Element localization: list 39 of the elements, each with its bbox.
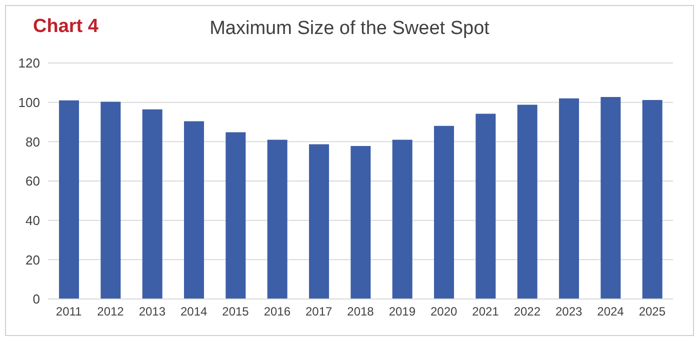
bar <box>267 140 288 299</box>
x-tick-label: 2019 <box>388 304 416 319</box>
x-tick-label: 2012 <box>97 304 124 319</box>
bar <box>434 126 454 299</box>
bar <box>350 146 371 299</box>
bar <box>59 100 79 299</box>
y-tick-label: 20 <box>26 252 40 268</box>
x-tick-label: 2024 <box>597 304 624 319</box>
y-tick-label: 0 <box>32 292 40 307</box>
x-tick-label: 2014 <box>180 304 208 319</box>
bar <box>184 121 204 299</box>
x-tick-label: 2015 <box>222 304 250 319</box>
bar <box>142 109 162 299</box>
x-tick-label: 2020 <box>430 304 458 319</box>
bar <box>517 104 538 299</box>
x-tick-label: 2023 <box>555 304 583 319</box>
bar <box>600 97 621 299</box>
x-tick-label: 2025 <box>638 304 666 319</box>
bar <box>226 132 246 299</box>
x-tick-label: 2022 <box>514 304 541 319</box>
bar <box>559 98 579 299</box>
x-tick-label: 2013 <box>138 304 166 319</box>
bar <box>642 100 662 299</box>
x-tick-label: 2016 <box>264 304 291 319</box>
bar <box>476 114 496 299</box>
x-tick-label: 2018 <box>347 304 374 319</box>
y-tick-label: 40 <box>26 212 40 228</box>
x-tick-label: 2011 <box>56 304 82 319</box>
chart-title: Maximum Size of the Sweet Spot <box>210 18 490 39</box>
x-tick-label: 2017 <box>305 304 333 319</box>
x-tick-label: 2021 <box>472 304 500 319</box>
y-tick-label: 60 <box>26 174 40 189</box>
y-tick-label: 120 <box>18 56 40 71</box>
caption: Chart 4 <box>33 16 98 38</box>
bar <box>309 144 329 299</box>
bar <box>100 102 121 299</box>
y-tick-label: 80 <box>26 134 40 150</box>
y-tick-label: 100 <box>18 94 40 110</box>
bar <box>392 140 412 299</box>
